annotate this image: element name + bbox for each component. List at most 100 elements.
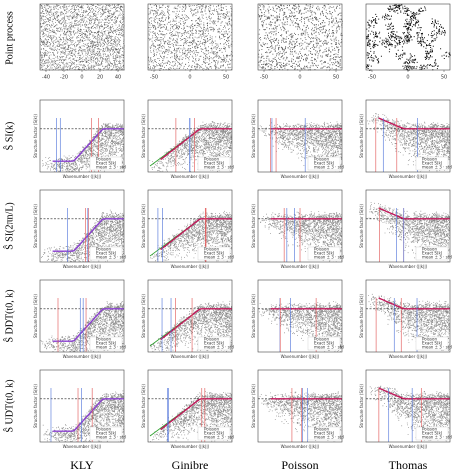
- legend-entry: mean ± 3 · std: [422, 255, 452, 260]
- plot: [366, 293, 450, 352]
- points: [366, 4, 451, 72]
- column-label: KLY: [70, 458, 94, 472]
- x-tick-label: -50: [150, 75, 158, 81]
- scatter-cloud: [367, 113, 450, 172]
- x-axis-label: Wavenumber (||k||): [63, 354, 102, 359]
- legend-entry: Poisson: [314, 157, 329, 162]
- plot: [258, 388, 342, 442]
- legend-box: [197, 246, 231, 261]
- plot-frame: [365, 99, 451, 173]
- scatter-cloud: [369, 385, 450, 442]
- y-axis-label: Structure factor (S(k)): [359, 384, 364, 428]
- mean-line: [378, 297, 450, 310]
- legend-entry: Poisson: [96, 427, 111, 432]
- legend-entry: Exact S(k): [314, 251, 335, 256]
- x-tick-label: 50: [333, 75, 339, 81]
- legend-box: [197, 156, 231, 171]
- y-axis-label: Structure factor (S(k)): [141, 294, 146, 338]
- x-axis-label: Wavenumber (||k||): [171, 174, 210, 179]
- mean-line: [160, 128, 232, 161]
- plot-frame: [365, 189, 451, 263]
- legend-entry: mean ± 3 · std: [314, 345, 344, 350]
- legend-entry: mean ± 3 · std: [422, 435, 452, 440]
- legend-entry: Poisson: [96, 157, 111, 162]
- y-axis-label: Structure factor (S(k)): [359, 204, 364, 248]
- x-axis-label: Wavenumber (||k||): [63, 444, 102, 449]
- plot-frame: [39, 99, 125, 173]
- plot-frame: [257, 369, 343, 443]
- plot-frame: [147, 369, 233, 443]
- mean-line: [378, 117, 450, 130]
- plot: [148, 388, 232, 442]
- mean-line: [160, 308, 232, 341]
- plot-frame: [147, 99, 233, 173]
- legend-entry: Poisson: [314, 427, 329, 432]
- plot-frame: [365, 279, 451, 353]
- scatter-cloud: [40, 301, 124, 352]
- x-tick-label: -20: [60, 75, 68, 81]
- x-axis-label: Wavenumber (||k||): [389, 174, 428, 179]
- legend-box: [89, 246, 123, 261]
- column-label: Thomas: [389, 458, 428, 472]
- plot-frame: [257, 279, 343, 353]
- legend-entry: Exact S(k): [96, 161, 117, 166]
- legend-entry: mean ± 3 · std: [204, 345, 234, 350]
- scatter-cloud: [150, 300, 232, 352]
- mean-line: [160, 218, 232, 251]
- legend-box: [307, 426, 341, 441]
- x-axis-label: Wavenumber (||k||): [63, 174, 102, 179]
- x-tick-label: 40: [115, 75, 121, 81]
- plot: [40, 388, 124, 442]
- x-axis-label: Wavenumber (||k||): [389, 354, 428, 359]
- legend-box: [415, 336, 449, 351]
- plot: [366, 202, 450, 262]
- legend-box: [415, 246, 449, 261]
- y-axis-label: Structure factor (S(k)): [141, 114, 146, 158]
- legend-entry: mean ± 3 · std: [422, 345, 452, 350]
- legend-entry: mean ± 3 · std: [314, 435, 344, 440]
- mean-line: [52, 128, 124, 162]
- x-tick-label: -50: [260, 75, 268, 81]
- x-axis-label: Wavenumber (||k||): [171, 354, 210, 359]
- legend-entry: Exact S(k): [422, 161, 443, 166]
- y-axis-label: Structure factor (S(k)): [251, 384, 256, 428]
- scatter-cloud: [42, 390, 124, 442]
- legend-entry: Exact S(k): [314, 341, 335, 346]
- y-axis-label: Structure factor (S(k)): [251, 114, 256, 158]
- plot: [40, 298, 124, 352]
- x-axis-label: Wavenumber (||k||): [389, 444, 428, 449]
- legend-entry: mean ± 3 · std: [96, 165, 126, 170]
- scatter-cloud: [150, 210, 232, 262]
- column-label: Poisson: [281, 458, 318, 472]
- legend-entry: mean ± 3 · std: [314, 165, 344, 170]
- row-label: Ŝ SI(2πn/L): [3, 202, 15, 250]
- legend-entry: Exact S(k): [422, 431, 443, 436]
- plot-frame: [257, 99, 343, 173]
- legend-entry: Poisson: [314, 337, 329, 342]
- legend-box: [307, 246, 341, 261]
- legend-entry: Poisson: [204, 337, 219, 342]
- points: [40, 4, 125, 71]
- x-axis-label: Wavenumber (||k||): [171, 264, 210, 269]
- y-axis-label: Structure factor (S(k)): [141, 204, 146, 248]
- legend-entry: Poisson: [204, 427, 219, 432]
- points: [258, 4, 343, 71]
- legend-entry: Poisson: [204, 247, 219, 252]
- x-axis-label: Wavenumber (||k||): [171, 444, 210, 449]
- scatter-cloud: [259, 121, 342, 172]
- scatter-cloud: [41, 209, 124, 262]
- legend-box: [197, 336, 231, 351]
- row-label: Ŝ DDT(t0, k): [3, 289, 15, 342]
- legend-entry: Exact S(k): [314, 161, 335, 166]
- legend-entry: Poisson: [422, 337, 437, 342]
- legend-entry: Exact S(k): [96, 431, 117, 436]
- y-axis-label: Structure factor (S(k)): [33, 384, 38, 428]
- legend-entry: mean ± 3 · std: [204, 435, 234, 440]
- x-tick-label: -40: [42, 75, 50, 81]
- y-axis-label: Structure factor (S(k)): [141, 384, 146, 428]
- legend-entry: Poisson: [422, 427, 437, 432]
- legend-entry: mean ± 3 · std: [96, 345, 126, 350]
- plot: [40, 208, 124, 262]
- scatter-cloud: [149, 121, 232, 172]
- legend-entry: Poisson: [204, 157, 219, 162]
